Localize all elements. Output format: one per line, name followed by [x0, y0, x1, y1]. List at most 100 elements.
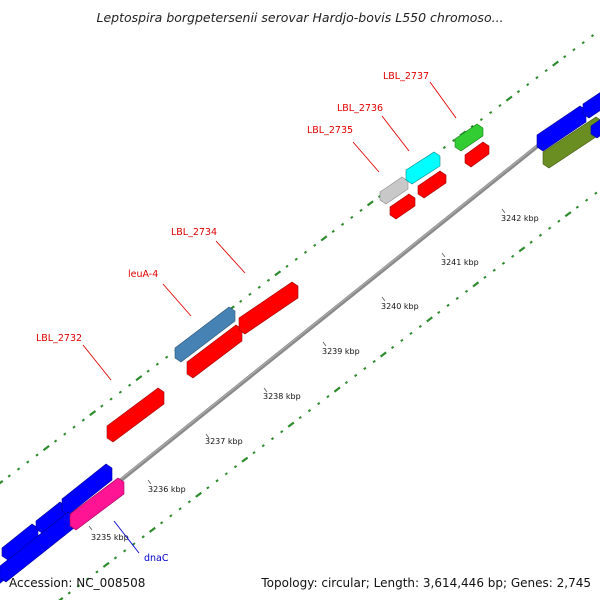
gene-feature-LBL_2732[interactable]: [106, 387, 165, 443]
gc-dash: [557, 219, 561, 223]
gene-feature-dnaC[interactable]: [69, 477, 125, 531]
gene-feature-blue[interactable]: [590, 117, 600, 139]
gc-dash: [102, 561, 110, 568]
gc-dash: [132, 542, 136, 546]
gc-dash: [76, 584, 81, 588]
gc-dash: [472, 281, 480, 288]
gc-dash: [58, 597, 64, 600]
gc-dash: [63, 432, 67, 436]
gc-dash: [252, 451, 256, 455]
gc-dash: [464, 289, 469, 293]
gc-dash: [552, 60, 559, 67]
gc-dash: [400, 338, 404, 343]
tick-label-3235: 3235 kbp: [91, 533, 129, 542]
gc-dash: [307, 409, 312, 413]
gc-dash: [572, 48, 576, 52]
gc-dash: [113, 556, 118, 560]
gc-dash: [379, 351, 387, 358]
gc-dash: [206, 486, 210, 490]
gene-feature-blue[interactable]: [536, 105, 587, 152]
accession-text: Accession: NC_008508: [9, 576, 145, 590]
tick-label-3239: 3239 kbp: [322, 347, 360, 356]
gc-dash: [178, 507, 182, 511]
label-connector: [215, 240, 246, 274]
gc-dash: [366, 200, 374, 207]
topology-text: Topology: circular; Length: 3,614,446 bp…: [260, 576, 591, 590]
tick-marks: [88, 208, 506, 531]
gc-dash: [584, 198, 589, 202]
gene-feature-LBL_2737[interactable]: [454, 123, 484, 152]
gc-dash: [489, 110, 493, 115]
gc-dash: [16, 467, 21, 471]
gc-dash: [581, 41, 585, 45]
gc-dash: [331, 229, 335, 233]
gc-dash: [575, 205, 580, 209]
gc-dash: [224, 472, 228, 476]
tick-mark: [88, 525, 93, 531]
gc-dash: [287, 421, 295, 428]
gc-dash: [409, 331, 413, 336]
gc-dash: [239, 299, 243, 303]
gc-dash: [26, 460, 30, 464]
gene-label-LBL_2734: LBL_2734: [171, 227, 217, 238]
tick-mark: [441, 252, 446, 258]
gc-dash: [529, 240, 533, 244]
gc-dash: [359, 208, 363, 212]
gc-dash: [164, 355, 169, 359]
label-connector: [162, 283, 192, 317]
gc-dash: [547, 226, 552, 230]
tick-labels: 3235 kbp 3236 kbp 3237 kbp 3238 kbp 3239…: [91, 214, 539, 542]
gc-track-inner: [58, 191, 598, 600]
tick-mark: [322, 341, 327, 347]
label-connector: [113, 520, 140, 554]
tick-label-3242: 3242 kbp: [501, 214, 539, 223]
gc-dash: [544, 69, 548, 73]
gc-dash: [535, 76, 539, 80]
gc-dash: [590, 34, 595, 38]
gc-dash: [564, 211, 572, 218]
gc-dash: [479, 118, 483, 122]
gene-label-dnaC: dnaC: [144, 553, 169, 564]
map-title: Leptospira borgpetersenii serovar Hardjo…: [96, 10, 503, 25]
gene-feature-olive[interactable]: [542, 116, 600, 169]
gene-features: [0, 90, 600, 584]
gene-feature-blue[interactable]: [582, 90, 600, 119]
gc-dash: [320, 235, 328, 242]
gc-dash: [89, 410, 97, 417]
gc-dash: [95, 570, 99, 574]
gc-dash: [298, 416, 302, 420]
gene-feature-LBL_2736[interactable]: [405, 151, 441, 185]
gene-feature-red[interactable]: [417, 170, 447, 199]
tick-mark: [501, 208, 506, 214]
gc-dash: [303, 250, 308, 254]
gc-dash: [317, 402, 321, 406]
gc-dash: [280, 430, 284, 434]
gc-dash: [516, 90, 521, 94]
gene-feature-blue[interactable]: [61, 463, 113, 516]
gc-dash: [483, 275, 487, 279]
tick-label-3236: 3236 kbp: [148, 485, 186, 494]
gene-feature-LBL_2734[interactable]: [238, 281, 299, 335]
gc-dash: [118, 390, 122, 394]
gc-dash: [233, 465, 238, 469]
gc-dash: [344, 380, 348, 385]
gc-dash: [135, 375, 143, 382]
gc-dash: [274, 270, 282, 277]
tick-label-3238: 3238 kbp: [263, 392, 301, 401]
gc-dash: [100, 404, 104, 408]
gene-feature-red[interactable]: [389, 193, 416, 220]
gene-feature-LBL_2735[interactable]: [379, 176, 409, 205]
gc-dash: [518, 246, 526, 253]
gene-feature-leuA-4[interactable]: [174, 306, 236, 363]
gene-feature-red[interactable]: [186, 324, 243, 379]
gc-dash: [333, 386, 341, 393]
tick-mark: [205, 433, 210, 439]
gc-dash: [470, 124, 474, 129]
gc-dash: [141, 535, 145, 539]
gene-feature-red[interactable]: [464, 141, 490, 168]
gene-label-LBL_2735: LBL_2735: [307, 125, 353, 136]
gc-dash: [160, 521, 164, 525]
gc-dash: [148, 526, 156, 533]
gc-dash: [128, 383, 132, 387]
gc-dash: [270, 437, 275, 441]
